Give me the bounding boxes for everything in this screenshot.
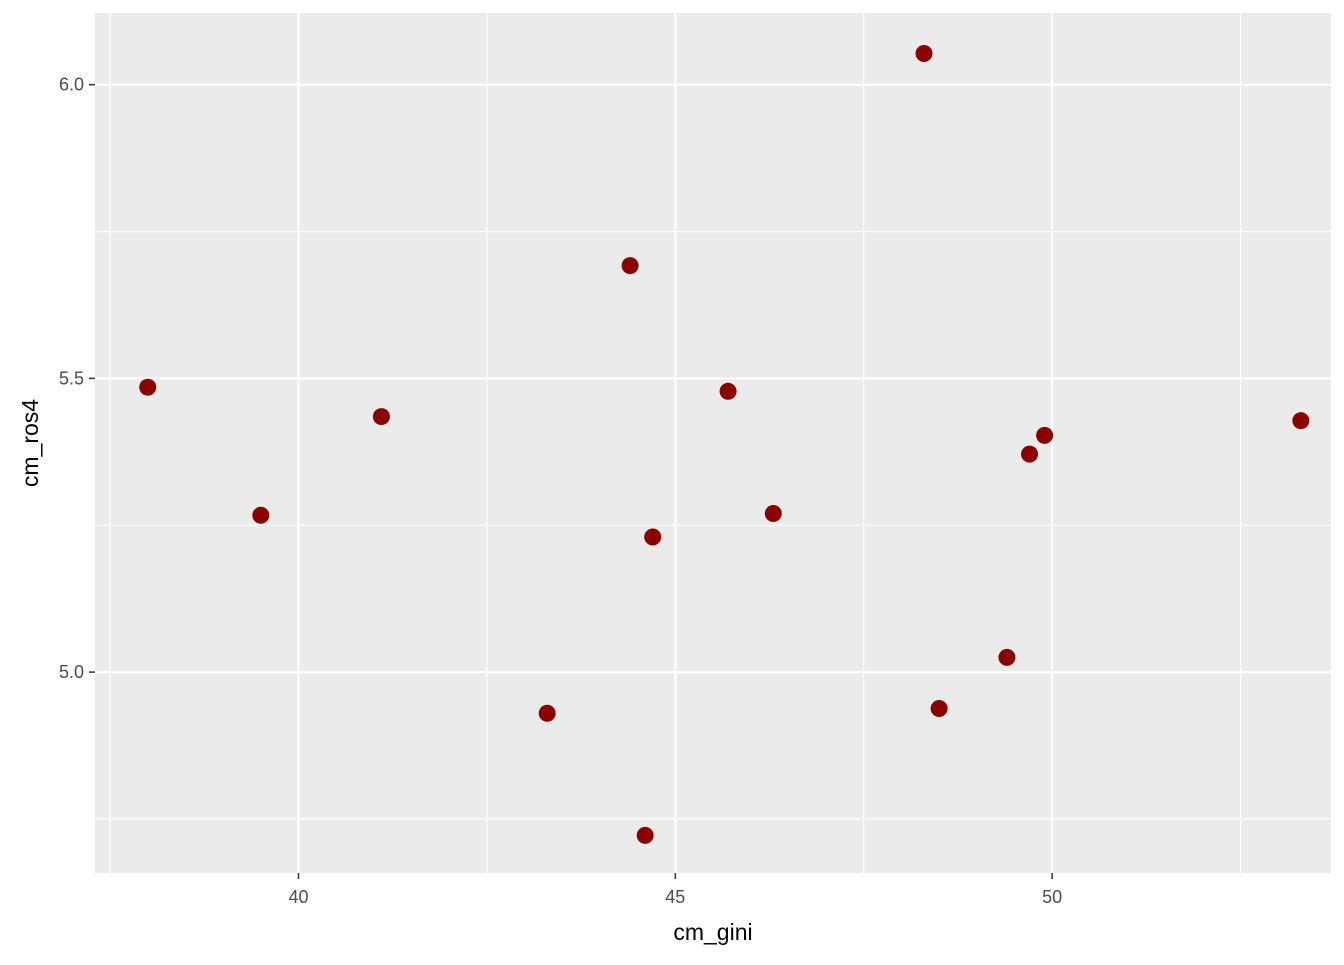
data-point xyxy=(538,704,556,722)
x-tick-label: 45 xyxy=(665,887,685,907)
data-point xyxy=(1036,426,1054,444)
data-point xyxy=(372,408,390,426)
x-tick-label: 50 xyxy=(1042,887,1062,907)
y-axis: 5.0 5.5 6.0 xyxy=(59,75,95,682)
data-point xyxy=(252,506,270,524)
y-tick-label: 6.0 xyxy=(59,75,84,95)
data-point xyxy=(636,826,654,844)
y-axis-title: cm_ros4 xyxy=(17,399,43,487)
data-point xyxy=(719,382,737,400)
data-point xyxy=(998,648,1016,666)
data-point xyxy=(644,528,662,546)
x-axis: 40 45 50 xyxy=(288,873,1062,907)
minor-gridlines xyxy=(95,13,1331,873)
x-tick-label: 40 xyxy=(288,887,308,907)
data-point xyxy=(930,700,948,718)
data-point xyxy=(915,45,933,63)
data-point xyxy=(621,257,639,275)
y-tick-label: 5.0 xyxy=(59,662,84,682)
plot-panel xyxy=(95,13,1331,873)
data-points xyxy=(139,45,1310,844)
data-point xyxy=(139,378,157,396)
x-axis-title: cm_gini xyxy=(673,919,752,945)
data-point xyxy=(1021,445,1039,463)
y-tick-label: 5.5 xyxy=(59,368,84,388)
data-point xyxy=(1292,412,1310,430)
major-gridlines xyxy=(95,13,1331,873)
data-point xyxy=(764,504,782,522)
